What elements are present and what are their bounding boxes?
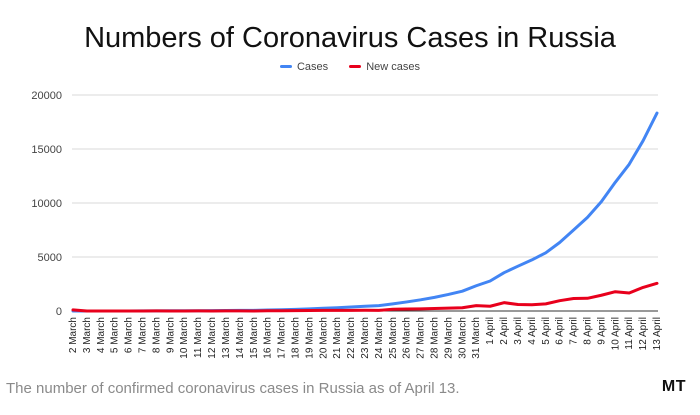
chart-legend: Cases New cases bbox=[0, 61, 700, 73]
x-tick-label: 2 April bbox=[499, 317, 510, 345]
x-tick-label: 17 March bbox=[277, 317, 288, 359]
x-tick-label: 2 March bbox=[68, 317, 79, 353]
legend-label-cases: Cases bbox=[296, 61, 329, 73]
series-line-cases bbox=[71, 111, 659, 313]
chart-title: Numbers of Coronavirus Cases in Russia bbox=[84, 22, 616, 54]
x-tick-label: 6 March bbox=[124, 317, 135, 353]
series-lines bbox=[71, 111, 659, 313]
x-tick-label: 21 March bbox=[332, 317, 343, 359]
x-tick-label: 8 April bbox=[582, 317, 593, 345]
legend-item-cases: Cases bbox=[279, 61, 329, 73]
y-tick-label: 5000 bbox=[38, 252, 62, 264]
x-tick-label: 4 March bbox=[96, 317, 107, 353]
x-tick-label: 26 March bbox=[402, 317, 413, 359]
x-tick-label: 27 March bbox=[416, 317, 427, 359]
legend-item-new-cases: New cases bbox=[349, 61, 420, 73]
x-tick-label: 10 April bbox=[610, 317, 621, 350]
x-axis-tick-labels: 2 March 3 March 4 March 5 March 6 March 7 Mar… bbox=[68, 317, 663, 359]
y-axis-tick-labels: 0 5000 10000 15000 20000 bbox=[31, 90, 62, 318]
y-tick-label: 10000 bbox=[31, 198, 62, 210]
x-tick-label: 9 April bbox=[596, 317, 607, 345]
x-tick-label: 29 March bbox=[443, 317, 454, 359]
x-tick-label: 18 March bbox=[290, 317, 301, 359]
x-tick-label: 14 March bbox=[235, 317, 246, 359]
legend-swatch-new-cases bbox=[349, 64, 362, 68]
x-tick-label: 12 April bbox=[638, 317, 649, 350]
x-tick-label: 6 April bbox=[555, 317, 566, 345]
x-tick-label: 12 March bbox=[207, 317, 218, 359]
x-tick-label: 8 March bbox=[151, 317, 162, 353]
x-tick-label: 5 April bbox=[541, 317, 552, 345]
y-tick-label: 20000 bbox=[31, 90, 62, 102]
x-tick-label: 19 March bbox=[304, 317, 315, 359]
x-tick-label: 7 March bbox=[138, 317, 149, 353]
x-tick-label: 25 March bbox=[388, 317, 399, 359]
x-tick-label: 30 March bbox=[457, 317, 468, 359]
x-tick-label: 13 April bbox=[652, 317, 663, 350]
x-tick-label: 16 March bbox=[263, 317, 274, 359]
x-tick-label: 31 March bbox=[471, 317, 482, 359]
publisher-logo: MT bbox=[661, 378, 686, 395]
x-tick-label: 24 March bbox=[374, 317, 385, 359]
x-tick-label: 7 April bbox=[569, 317, 580, 345]
x-tick-label: 9 March bbox=[165, 317, 176, 353]
series-line-new-cases bbox=[71, 281, 659, 313]
x-tick-label: 10 March bbox=[179, 317, 190, 359]
x-tick-label: 15 March bbox=[249, 317, 260, 359]
x-tick-label: 23 March bbox=[360, 317, 371, 359]
x-tick-label: 3 April bbox=[513, 317, 524, 345]
y-tick-label: 15000 bbox=[31, 144, 62, 156]
x-tick-label: 11 March bbox=[193, 317, 204, 358]
x-tick-label: 28 March bbox=[430, 317, 441, 359]
legend-label-new-cases: New cases bbox=[366, 61, 421, 73]
x-tick-label: 1 April bbox=[485, 317, 496, 345]
gridlines bbox=[72, 94, 658, 312]
x-tick-label: 4 April bbox=[527, 317, 538, 345]
x-tick-label: 5 March bbox=[110, 317, 121, 353]
chart-caption: The number of confirmed coronavirus case… bbox=[6, 380, 460, 397]
legend-swatch-cases bbox=[279, 64, 292, 68]
y-tick-label: 0 bbox=[56, 306, 62, 318]
x-tick-label: 13 March bbox=[221, 317, 232, 359]
x-tick-label: 20 March bbox=[318, 317, 329, 359]
x-tick-label: 22 March bbox=[346, 317, 357, 359]
x-tick-label: 11 April bbox=[624, 317, 635, 350]
x-tick-label: 3 March bbox=[82, 317, 93, 353]
